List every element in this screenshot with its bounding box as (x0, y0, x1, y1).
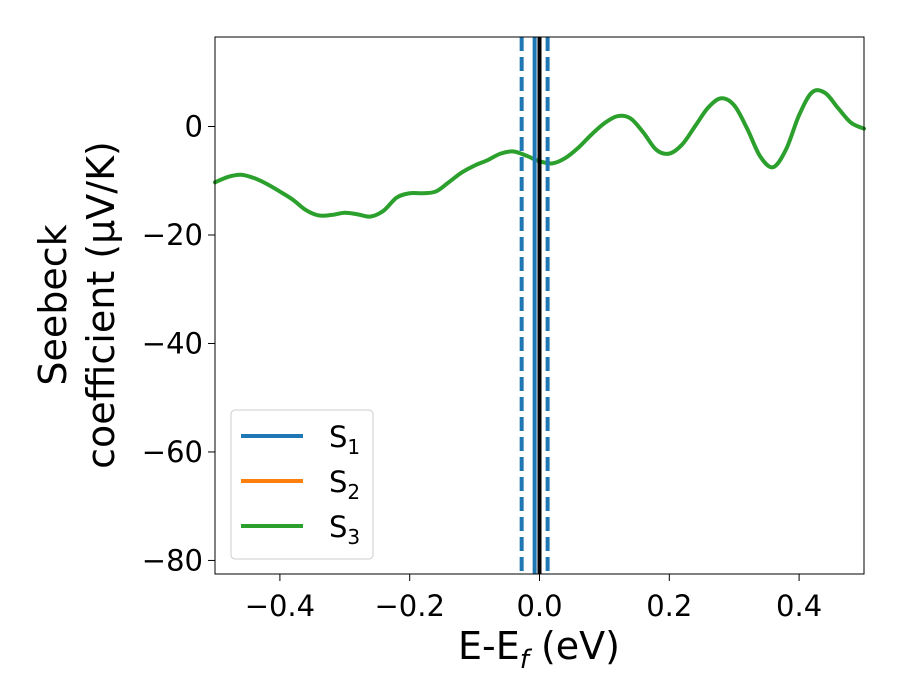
x-axis-label-base: E-E (458, 624, 520, 668)
x-axis-label: E-Ef (eV) (458, 624, 620, 675)
x-axis-label-suffix: (eV) (529, 624, 620, 668)
legend-label-s1: S1 (329, 420, 360, 459)
y-axis-label-line1: Seebeck (31, 224, 75, 385)
x-tick-label: 0.2 (646, 589, 692, 623)
legend-label-s2: S2 (329, 465, 360, 504)
y-tick-label: 0 (185, 110, 203, 144)
vertical-markers (519, 37, 550, 574)
x-tick-label: 0.0 (516, 589, 562, 623)
y-tick-label: −20 (142, 218, 203, 252)
y-axis-label-line2: coefficient (μV/K) (79, 141, 123, 469)
legend: S1 S2 S3 (230, 409, 374, 560)
legend-entries: S1 S2 S3 (241, 420, 360, 549)
x-tick-label: −0.4 (245, 589, 315, 623)
y-tick-label: −60 (142, 435, 203, 469)
y-tick-label: −40 (142, 326, 203, 360)
legend-box (230, 409, 374, 560)
x-tick-label: −0.2 (374, 589, 444, 623)
y-axis-ticks: 0 −20 −40 −60 −80 (142, 110, 215, 577)
x-tick-label: 0.4 (776, 589, 822, 623)
y-tick-label: −80 (142, 543, 203, 577)
legend-label-s3: S3 (329, 510, 360, 549)
x-axis-ticks: −0.4 −0.2 0.0 0.2 0.4 (245, 574, 822, 623)
